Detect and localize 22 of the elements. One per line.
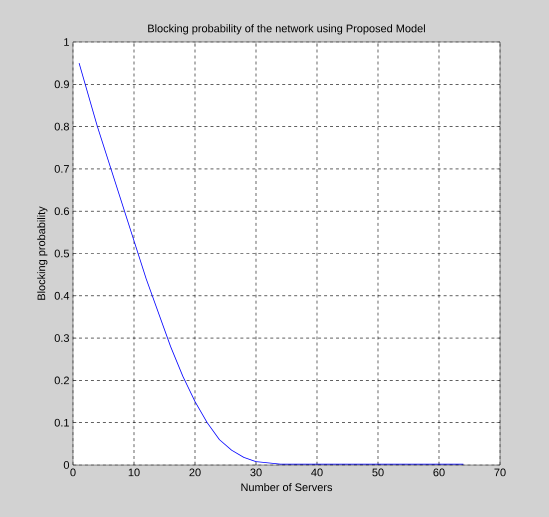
y-tick-label: 0.1 [54, 418, 69, 427]
y-tick-label: 0.7 [54, 165, 69, 173]
y-tick-label: 0.5 [54, 250, 70, 258]
x-tick-label: 20 [189, 468, 201, 476]
x-tick-label: 0 [70, 468, 76, 476]
x-tick-label: 60 [433, 468, 445, 476]
y-tick-label: 0.3 [54, 334, 69, 342]
x-axis-title: Number of Servers [241, 483, 332, 492]
y-tick-label: 0.9 [54, 80, 69, 88]
y-axis-title: Blocking probability [37, 206, 48, 300]
y-tick-label: 0.8 [54, 122, 69, 130]
x-tick-label: 50 [372, 468, 384, 476]
x-tick-label: 10 [128, 468, 140, 476]
y-tick-label: 0.6 [54, 207, 69, 216]
x-tick-label: 40 [311, 468, 323, 476]
x-tick-label: 70 [494, 468, 506, 476]
chart-title: Blocking probability of the network using Proposed Model [148, 24, 425, 34]
y-tick-label: 0 [64, 461, 70, 469]
x-tick-label: 30 [250, 468, 262, 476]
y-tick-label: 0.2 [54, 376, 69, 384]
y-tick-label: 0.4 [54, 292, 70, 300]
y-tick-label: 1 [64, 38, 69, 46]
